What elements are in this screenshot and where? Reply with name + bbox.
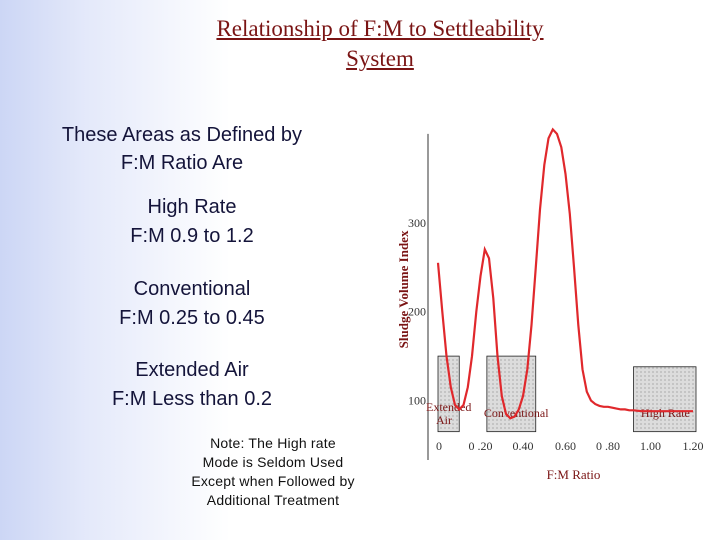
region-label-high-rate: High Rate	[641, 406, 690, 420]
conventional-label: Conventional	[133, 278, 251, 300]
region-label-extended-air-2: Air	[436, 413, 452, 427]
conventional-block: Conventional F:M 0.25 to 0.45	[42, 275, 342, 333]
y-tick-label: 100	[408, 394, 426, 408]
title-line-2: System	[346, 46, 414, 71]
y-tick-label: 300	[408, 216, 426, 230]
region-label-extended-air: Extended	[426, 400, 471, 414]
extended-air-block: Extended Air F:M Less than 0.2	[42, 356, 342, 414]
note-block: Note: The High rate Mode is Seldom Used …	[148, 434, 398, 510]
x-tick-label: 0 .20	[469, 439, 493, 453]
ticks-layer: 100 200 300 0 0 .20 0.40 0.60 0 .80 1.00 1.20	[408, 216, 704, 453]
note-line-4: Additional Treatment	[206, 492, 340, 508]
areas-heading: These Areas as Defined by F:M Ratio Are	[12, 121, 352, 177]
conventional-range: F:M 0.25 to 0.45	[119, 307, 265, 329]
title-line-1: Relationship of F:M to Settleability	[216, 16, 544, 41]
x-axis-title: F:M Ratio	[547, 467, 601, 482]
high-rate-block: High Rate F:M 0.9 to 1.2	[42, 193, 342, 251]
high-rate-label: High Rate	[147, 196, 237, 218]
x-tick-label: 1.00	[640, 439, 661, 453]
x-tick-label: 0	[436, 439, 442, 453]
x-tick-label: 0.60	[555, 439, 576, 453]
regions-layer	[437, 355, 697, 433]
svi-curve	[436, 127, 693, 420]
slide-title: Relationship of F:M to Settleability Sys…	[90, 14, 670, 74]
y-axis-title: Sludge Volume Index	[396, 230, 411, 348]
region-box-2	[633, 366, 697, 433]
note-line-1: Note: The High rate	[210, 435, 336, 451]
x-tick-label: 1.20	[683, 439, 704, 453]
heading-line-2: F:M Ratio Are	[120, 152, 244, 174]
x-tick-label: 0.40	[513, 439, 534, 453]
heading-line-1: These Areas as Defined by	[61, 124, 303, 146]
region-box-0	[437, 355, 460, 433]
note-line-2: Mode is Seldom Used	[202, 454, 344, 470]
high-rate-range: F:M 0.9 to 1.2	[130, 225, 254, 247]
y-tick-label: 200	[408, 305, 426, 319]
x-tick-label: 0 .80	[596, 439, 620, 453]
note-line-3: Except when Followed by	[191, 473, 355, 489]
extended-air-label: Extended Air	[135, 359, 249, 381]
extended-air-range: F:M Less than 0.2	[111, 388, 273, 410]
